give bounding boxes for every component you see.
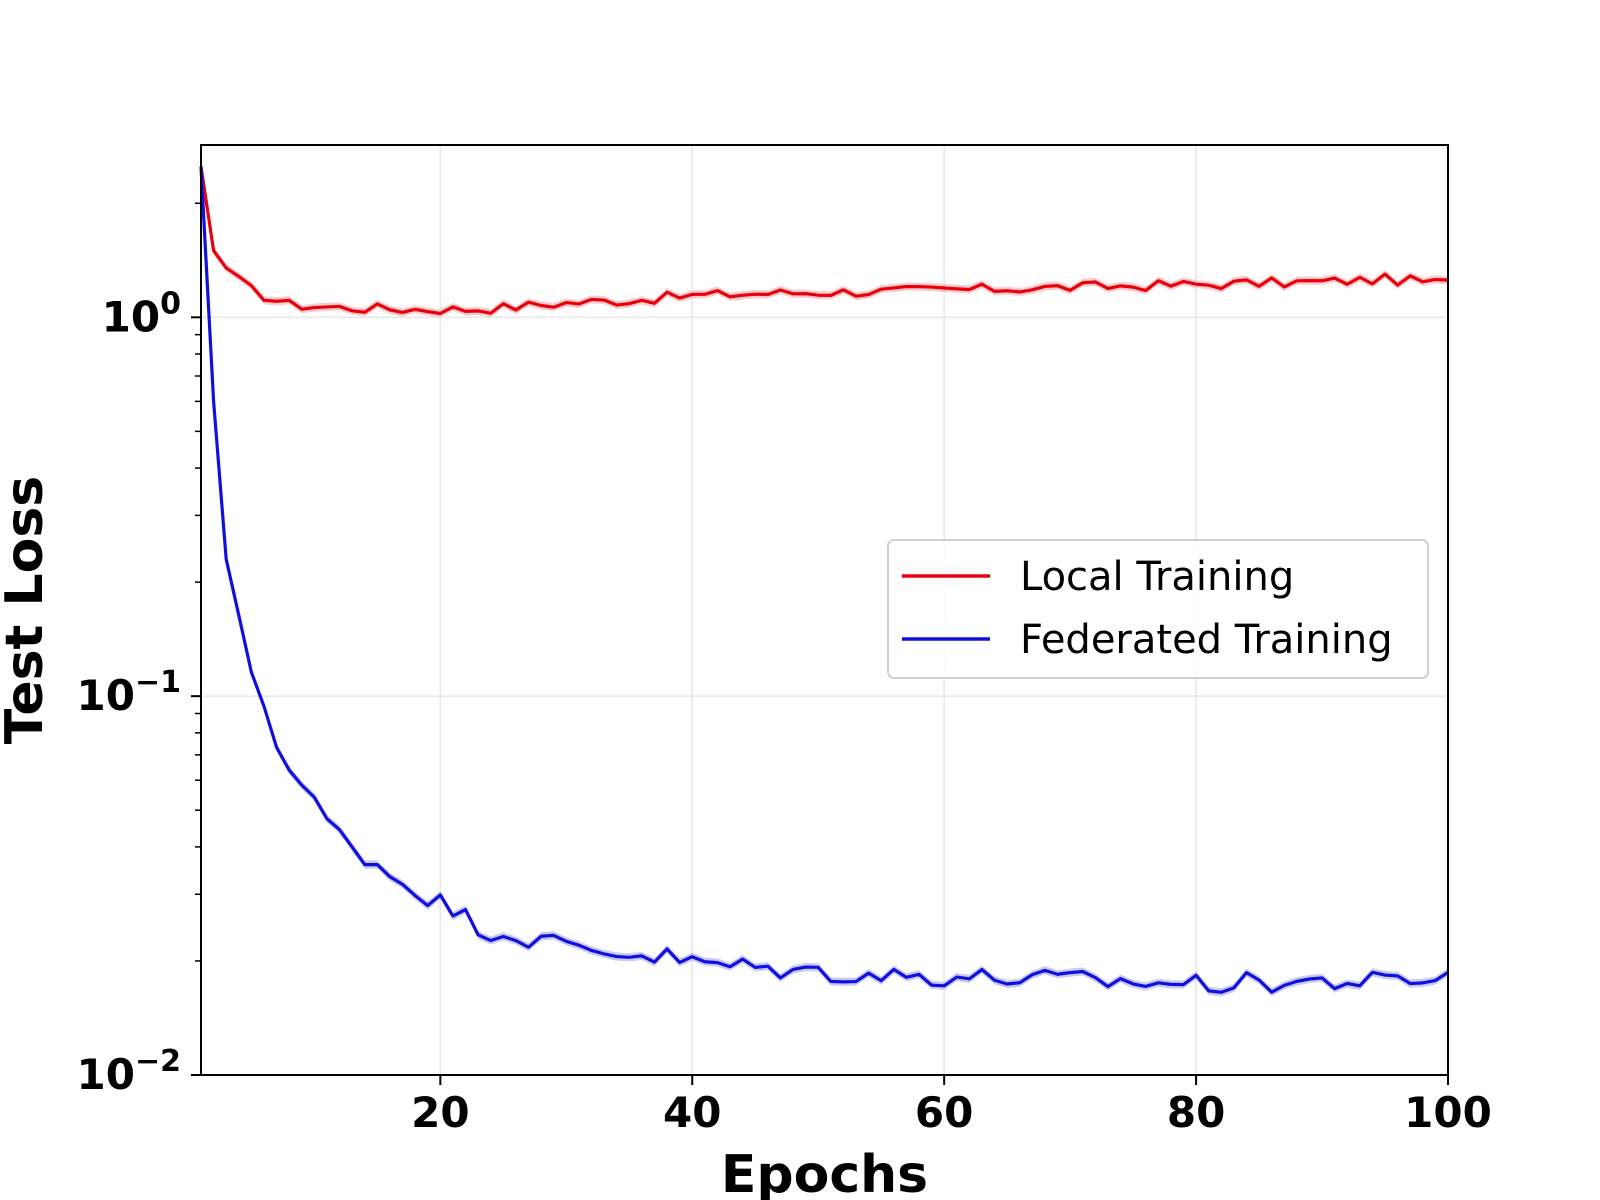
- y-tick-label: 10−2: [77, 1044, 181, 1099]
- legend-label: Local Training: [1020, 554, 1294, 600]
- y-axis-ticks: 100 10−1 10−2: [77, 202, 201, 1099]
- x-axis-ticks: 20 40 60 80 100: [411, 1075, 1492, 1137]
- legend: Local Training Federated Training: [887, 539, 1429, 679]
- legend-frame: [887, 539, 1429, 679]
- x-tick-label: 40: [663, 1088, 721, 1137]
- y-axis-label: Test Loss: [0, 476, 55, 745]
- x-axis-label: Epochs: [721, 1145, 928, 1200]
- y-tick-label: 100: [102, 286, 181, 341]
- plot-frame: [200, 144, 1449, 1076]
- legend-label: Federated Training: [1020, 617, 1393, 663]
- series-line-1: [199, 166, 1449, 316]
- series-lines: [199, 166, 1449, 994]
- series-line-2: [199, 166, 1449, 994]
- x-tick-label: 100: [1404, 1088, 1492, 1137]
- x-tick-label: 20: [411, 1088, 469, 1137]
- y-tick-label: 10−1: [77, 665, 181, 720]
- x-tick-label: 60: [915, 1088, 973, 1137]
- x-tick-label: 80: [1167, 1088, 1225, 1137]
